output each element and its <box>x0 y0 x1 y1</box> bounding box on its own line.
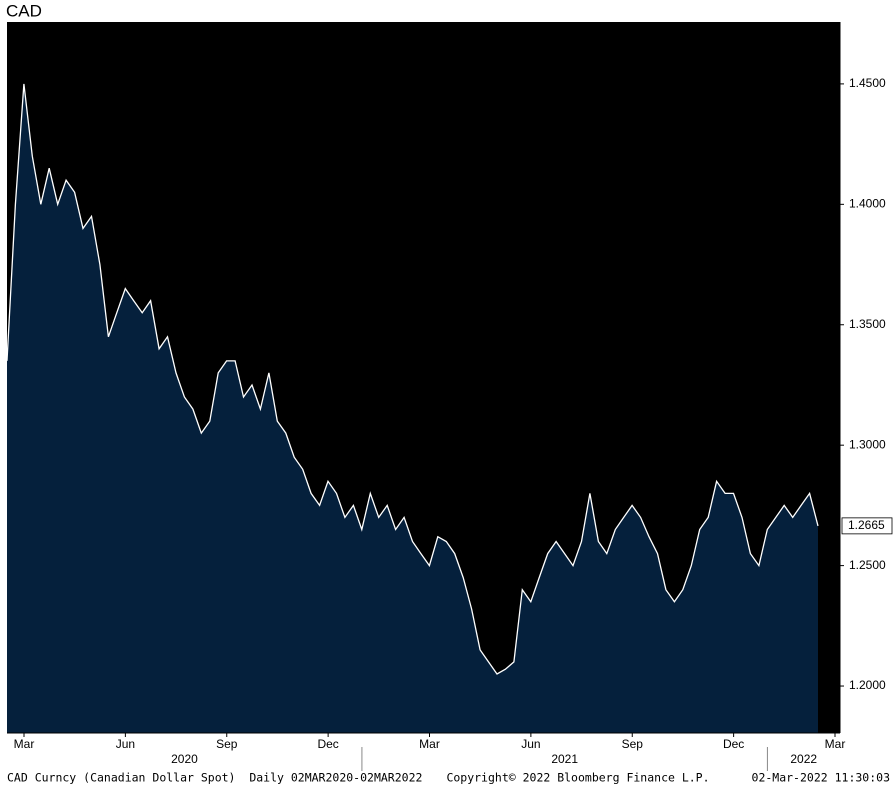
x-tick-label: Sep <box>622 737 644 751</box>
footer-left: CAD Curncy (Canadian Dollar Spot) Daily … <box>7 771 422 785</box>
x-tick-label: Mar <box>825 737 846 751</box>
y-tick-label: 1.3000 <box>849 437 886 451</box>
footer-right: 02-Mar-2022 11:30:03 <box>752 771 891 785</box>
year-label: 2022 <box>790 752 817 766</box>
chart-title: CAD <box>6 1 42 20</box>
y-tick-label: 1.4500 <box>849 76 886 90</box>
x-tick-label: Dec <box>723 737 744 751</box>
x-tick-label: Mar <box>14 737 35 751</box>
price-line <box>6 83 819 675</box>
y-tick-label: 1.2000 <box>849 678 886 692</box>
x-tick-label: Sep <box>216 737 238 751</box>
y-tick-label: 1.2500 <box>849 558 886 572</box>
footer-center: Copyright© 2022 Bloomberg Finance L.P. <box>446 771 709 785</box>
y-tick-label: 1.4000 <box>849 196 886 210</box>
x-tick-label: Dec <box>317 737 338 751</box>
y-tick-label: 1.3500 <box>849 317 886 331</box>
year-label: 2021 <box>551 752 578 766</box>
x-tick-label: Jun <box>521 737 540 751</box>
area-fill <box>7 83 818 733</box>
last-value-label: 1.2665 <box>848 518 885 532</box>
x-tick-label: Jun <box>116 737 135 751</box>
year-label: 2020 <box>171 752 198 766</box>
last-value-box <box>841 517 893 535</box>
x-tick-label: Mar <box>419 737 440 751</box>
